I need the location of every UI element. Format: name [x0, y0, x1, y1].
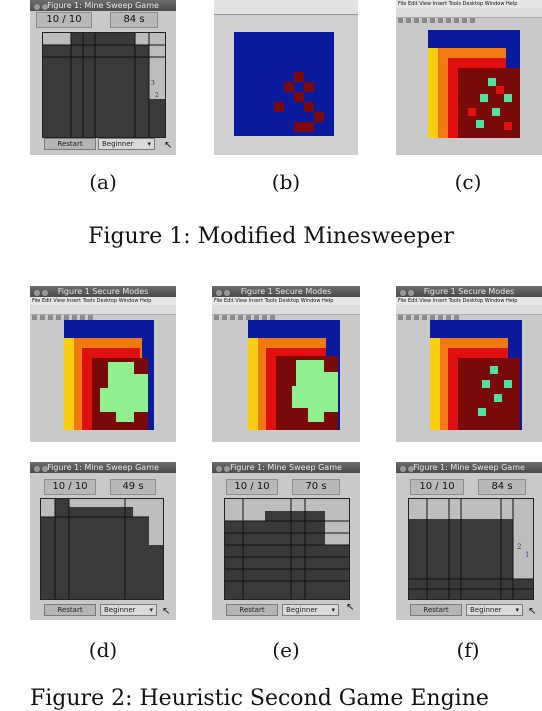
subfigure-label-a: (a): [89, 170, 117, 194]
window-titlebar: Figure 1 Secure Modes: [212, 286, 360, 297]
toolbar[interactable]: [396, 305, 542, 320]
svg-text:2: 2: [517, 543, 521, 551]
difficulty-select[interactable]: Beginner: [466, 604, 523, 616]
toolbar-strip: [214, 0, 358, 15]
svg-text:·: ·: [228, 41, 229, 45]
game-board[interactable]: 2 1: [408, 498, 534, 600]
mine-counter: 10 / 10: [44, 479, 96, 495]
mine-counter: 10 / 10: [410, 479, 464, 495]
svg-text:·: ·: [228, 81, 229, 85]
figure-f-window: Figure 1: Mine Sweep Game 10 / 10 84 s 2…: [396, 462, 542, 620]
toolbar[interactable]: [396, 8, 542, 23]
figure-f-heatmap-window: Figure 1 Secure Modes File Edit View Ins…: [396, 286, 542, 442]
figure-e-heatmap-window: Figure 1 Secure Modes File Edit View Ins…: [212, 286, 360, 442]
window-titlebar: Figure 1: Mine Sweep Game: [30, 462, 176, 473]
window-controls[interactable]: [34, 464, 50, 473]
svg-text:1: 1: [525, 551, 529, 559]
subfigure-label-b: (b): [271, 170, 301, 194]
timer-display: 70 s: [292, 479, 340, 495]
figure-b-window: · · · · ·: [214, 0, 358, 155]
window-title: Figure 1: Mine Sweep Game: [47, 1, 159, 10]
window-titlebar: Figure 1: Mine Sweep Game: [212, 462, 360, 473]
difficulty-select[interactable]: Beginner: [282, 604, 339, 616]
restart-button[interactable]: Restart: [44, 138, 96, 150]
svg-text:·: ·: [228, 101, 229, 105]
restart-button[interactable]: Restart: [226, 604, 278, 616]
game-board[interactable]: [40, 498, 164, 600]
subfigure-label-c: (c): [454, 170, 482, 194]
svg-text:2: 2: [155, 92, 159, 99]
mouse-cursor-icon: ↖: [528, 606, 537, 617]
restart-button[interactable]: Restart: [410, 604, 462, 616]
window-title: Figure 1: Mine Sweep Game: [47, 463, 159, 472]
window-title: Figure 1: Mine Sweep Game: [413, 463, 525, 472]
mouse-cursor-icon: ↖: [162, 606, 171, 617]
figure-c-window: File Edit View Insert Tools Desktop Wind…: [396, 0, 542, 155]
toolbar[interactable]: [30, 305, 176, 320]
difficulty-select[interactable]: Beginner: [98, 138, 155, 150]
window-titlebar: Figure 1: Mine Sweep Game: [30, 0, 176, 11]
timer-display: 84 s: [478, 479, 526, 495]
game-board[interactable]: [224, 498, 350, 600]
game-board[interactable]: 3 2: [42, 32, 166, 138]
figure-d-window: Figure 1: Mine Sweep Game 10 / 10 49 s R…: [30, 462, 176, 620]
restart-button[interactable]: Restart: [44, 604, 96, 616]
figure-1-caption: Figure 1: Modified Minesweeper: [88, 224, 454, 249]
window-controls[interactable]: [216, 288, 232, 297]
timer-display: 84 s: [110, 12, 158, 28]
window-title: Figure 1 Secure Modes: [240, 287, 332, 296]
window-controls[interactable]: [400, 464, 416, 473]
window-controls[interactable]: [34, 2, 50, 11]
subfigure-label-f: (f): [456, 638, 480, 662]
heatmap-plot: [430, 320, 522, 430]
window-title: Figure 1 Secure Modes: [57, 287, 149, 296]
window-titlebar: Figure 1 Secure Modes: [396, 286, 542, 297]
toolbar[interactable]: [212, 305, 360, 320]
svg-text:·: ·: [228, 61, 229, 65]
mine-counter: 10 / 10: [226, 479, 278, 495]
mouse-cursor-icon: ↖: [164, 140, 173, 151]
difficulty-select[interactable]: Beginner: [100, 604, 157, 616]
window-controls[interactable]: [400, 288, 416, 297]
svg-text:·: ·: [228, 121, 229, 125]
subfigure-label-d: (d): [88, 638, 118, 662]
mine-counter: 10 / 10: [36, 12, 92, 28]
window-controls[interactable]: [216, 464, 232, 473]
window-titlebar: Figure 1: Mine Sweep Game: [396, 462, 542, 473]
figure-e-window: Figure 1: Mine Sweep Game 10 / 10 70 s R…: [212, 462, 360, 620]
heatmap-plot: · · · · ·: [228, 32, 334, 136]
figure-2-caption: Figure 2: Heuristic Second Game Engine: [30, 686, 489, 711]
figure-a-window: Figure 1: Mine Sweep Game 10 / 10 84 s 3…: [30, 0, 176, 155]
heatmap-plot: [428, 30, 520, 138]
window-title: Figure 1: Mine Sweep Game: [230, 463, 342, 472]
heatmap-plot: [64, 320, 154, 430]
window-title: Figure 1 Secure Modes: [423, 287, 515, 296]
figure-d-heatmap-window: Figure 1 Secure Modes File Edit View Ins…: [30, 286, 176, 442]
mouse-cursor-icon: ↖: [346, 602, 355, 613]
svg-text:3: 3: [151, 80, 155, 87]
heatmap-plot: [248, 320, 340, 430]
window-controls[interactable]: [34, 288, 50, 297]
subfigure-label-e: (e): [272, 638, 300, 662]
timer-display: 49 s: [110, 479, 156, 495]
window-titlebar: Figure 1 Secure Modes: [30, 286, 176, 297]
